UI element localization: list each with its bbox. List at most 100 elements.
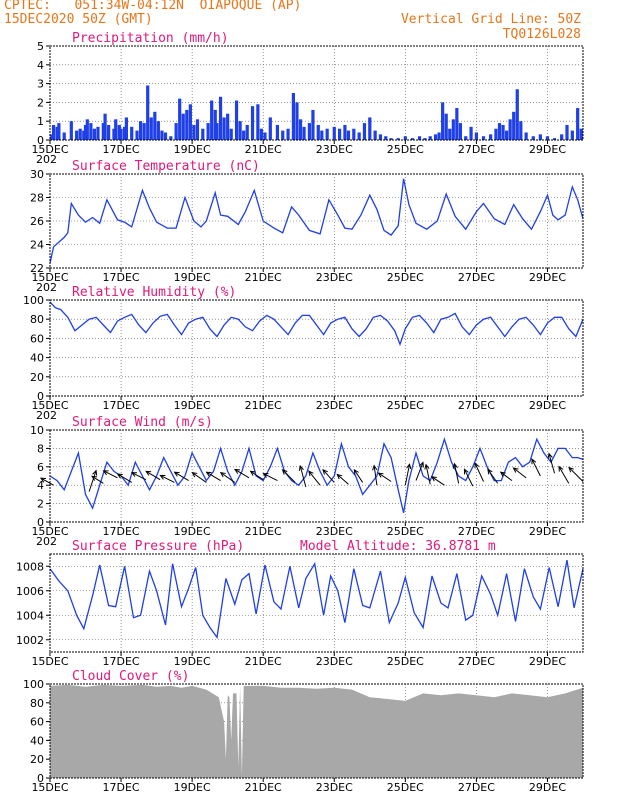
precip-bar xyxy=(494,128,498,140)
y-tick-label: 40 xyxy=(30,734,44,747)
y-tick-label: 80 xyxy=(30,313,44,326)
precip-bar xyxy=(78,128,82,140)
panel-frame xyxy=(49,683,584,779)
precip-bar xyxy=(124,117,128,140)
header-model-code: TQ0126L028 xyxy=(502,27,581,42)
wind-vector-head xyxy=(568,466,574,473)
header-datetime: 15DEC2020 50Z (GMT) xyxy=(4,12,153,27)
precip-bar xyxy=(307,123,311,140)
x-tick-label: 17DEC xyxy=(103,655,140,668)
panel-0 xyxy=(46,45,584,144)
precip-bar xyxy=(291,93,296,140)
y-tick-label: 4 xyxy=(37,479,44,492)
header-grid-line: Vertical Grid Line: 50Z xyxy=(400,12,581,27)
precip-bar xyxy=(295,102,299,140)
wind-vector-head xyxy=(336,473,343,480)
x-tick-label: 19DEC xyxy=(174,781,211,794)
y-tick-label: 30 xyxy=(30,168,44,181)
precip-bar xyxy=(417,136,422,140)
panel-frame xyxy=(49,429,584,523)
x-tick-label: 23DEC xyxy=(316,655,353,668)
wind-vector-head xyxy=(406,463,412,470)
precip-bar xyxy=(455,108,459,140)
precip-bar xyxy=(464,136,468,140)
wind-vector xyxy=(500,471,513,482)
x-year-label: 202 xyxy=(36,535,57,548)
x-tick-label: 25DEC xyxy=(387,399,424,412)
precip-bar xyxy=(229,128,233,140)
precip-bar xyxy=(250,106,255,140)
x-tick-label: 27DEC xyxy=(458,143,495,156)
precip-bar xyxy=(410,138,415,140)
panel-frame xyxy=(49,299,584,397)
precip-bar xyxy=(441,102,445,140)
panel-1 xyxy=(46,173,584,272)
y-tick-label: 1008 xyxy=(16,560,44,573)
wind-vector xyxy=(282,469,296,483)
precip-bar xyxy=(368,117,372,140)
x-tick-label: 17DEC xyxy=(103,399,140,412)
wind-vector-head xyxy=(281,469,288,475)
precip-bar xyxy=(552,138,557,140)
precip-bar xyxy=(50,134,54,140)
precip-bar xyxy=(238,121,242,140)
y-tick-label: 4 xyxy=(37,59,44,72)
x-tick-label: 23DEC xyxy=(316,271,353,284)
wind-vector xyxy=(336,474,349,485)
precip-bar xyxy=(515,89,519,140)
y-tick-label: 100 xyxy=(23,678,44,691)
precip-bar xyxy=(142,123,146,140)
y-tick-label: 0 xyxy=(37,516,44,529)
wind-vector-head xyxy=(419,461,424,468)
x-tick-label: 21DEC xyxy=(245,781,282,794)
wind-vector-head xyxy=(116,473,123,479)
y-tick-label: 40 xyxy=(30,352,44,365)
series-line xyxy=(49,178,584,264)
precip-bar xyxy=(112,128,116,140)
panel-5 xyxy=(46,683,584,782)
series-line xyxy=(49,436,584,513)
y-tick-label: 1002 xyxy=(16,634,44,647)
wind-vector xyxy=(425,464,431,485)
y-tick-label: 20 xyxy=(30,371,44,384)
x-tick-label: 19DEC xyxy=(174,525,211,538)
x-tick-label: 21DEC xyxy=(245,271,282,284)
precip-bar xyxy=(117,124,121,140)
precip-bar xyxy=(501,124,505,140)
y-tick-label: 3 xyxy=(37,78,44,91)
precip-bar xyxy=(451,119,455,140)
wind-vector-head xyxy=(173,471,180,477)
precip-bar xyxy=(433,134,438,140)
precip-bar xyxy=(384,136,388,140)
y-tick-label: 24 xyxy=(30,239,44,252)
panel-3 xyxy=(39,429,584,526)
wind-vector xyxy=(206,471,221,482)
x-tick-label: 17DEC xyxy=(103,525,140,538)
y-tick-label: 0 xyxy=(37,772,44,785)
precip-bar xyxy=(538,134,542,140)
precip-bar xyxy=(160,130,164,140)
wind-vector-head xyxy=(531,458,537,465)
wind-vector xyxy=(558,466,570,484)
y-tick-label: 0 xyxy=(37,390,44,403)
x-tick-label: 29DEC xyxy=(529,525,566,538)
panel-frame xyxy=(49,45,584,141)
precip-bar xyxy=(139,121,143,140)
precip-bar xyxy=(346,130,351,140)
wind-vector-head xyxy=(322,468,328,475)
y-tick-label: 26 xyxy=(30,215,44,228)
wind-vector xyxy=(160,474,175,483)
precip-bar xyxy=(92,128,97,140)
precip-bar xyxy=(256,104,260,140)
precip-bar xyxy=(357,132,361,140)
x-tick-label: 27DEC xyxy=(458,399,495,412)
wind-vector xyxy=(131,472,147,481)
precip-bar xyxy=(210,100,214,140)
precip-bar xyxy=(311,109,315,140)
wind-vector-head xyxy=(39,477,46,483)
wind-vector xyxy=(145,470,161,481)
wind-vector xyxy=(431,476,445,486)
precip-bar xyxy=(316,124,320,140)
y-tick-label: 80 xyxy=(30,697,44,710)
precip-bar xyxy=(215,123,219,140)
